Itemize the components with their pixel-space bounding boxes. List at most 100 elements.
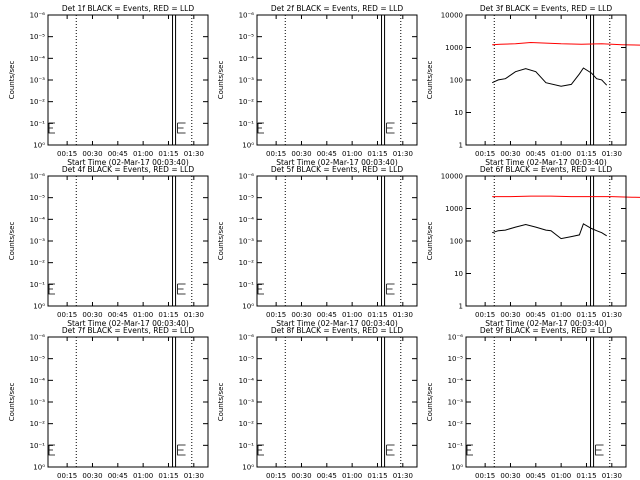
x-tick-label: 00:15 bbox=[57, 150, 77, 158]
x-tick-label: 01:15 bbox=[576, 150, 596, 158]
y-tick-label: 10⁻⁴ bbox=[239, 55, 255, 63]
x-tick-label: 01:30 bbox=[602, 472, 622, 480]
bracket-glyph bbox=[177, 444, 186, 456]
y-tick-label: 10⁻⁴ bbox=[239, 216, 255, 224]
y-tick-label: 100 bbox=[450, 238, 463, 246]
y-tick-label: 10⁻² bbox=[30, 98, 46, 106]
x-tick-label: 00:45 bbox=[317, 150, 337, 158]
x-tick-label: 01:15 bbox=[367, 150, 387, 158]
y-tick-label: 100 bbox=[450, 77, 463, 85]
bracket-glyph bbox=[257, 122, 264, 134]
y-axis-label: Counts/sec bbox=[8, 383, 16, 422]
y-tick-label: 10⁻⁶ bbox=[448, 334, 464, 342]
x-tick-label: 00:15 bbox=[266, 472, 286, 480]
y-axis-label: Counts/sec bbox=[426, 222, 434, 261]
plot-frame bbox=[465, 336, 627, 468]
x-tick-label: 00:15 bbox=[57, 311, 77, 319]
x-tick-label: 01:00 bbox=[342, 150, 362, 158]
y-tick-label: 10⁻² bbox=[239, 420, 255, 428]
x-tick-label: 01:30 bbox=[393, 150, 413, 158]
x-tick-label: 01:15 bbox=[367, 472, 387, 480]
x-tick-label: 00:30 bbox=[500, 150, 520, 158]
y-tick-label: 10⁻¹ bbox=[30, 120, 46, 128]
x-axis-label: Start Time (02-Mar-17 00:03:40) bbox=[67, 319, 189, 328]
bracket-glyph bbox=[595, 444, 604, 456]
x-tick-label: 00:30 bbox=[500, 472, 520, 480]
x-tick-label: 00:15 bbox=[475, 472, 495, 480]
y-tick-label: 10⁻⁵ bbox=[30, 355, 46, 363]
x-tick-label: 01:30 bbox=[184, 311, 204, 319]
bracket-glyph bbox=[48, 122, 55, 134]
y-tick-label: 10⁻² bbox=[448, 420, 464, 428]
x-tick-label: 01:15 bbox=[576, 311, 596, 319]
x-tick-label: 00:15 bbox=[266, 311, 286, 319]
x-tick-label: 01:15 bbox=[158, 150, 178, 158]
x-tick-label: 01:00 bbox=[551, 311, 571, 319]
x-tick-label: 01:30 bbox=[393, 311, 413, 319]
y-tick-label: 10⁻⁵ bbox=[30, 194, 46, 202]
chart-title: Det 7f BLACK = Events, RED = LLD bbox=[62, 326, 195, 335]
y-tick-label: 10 bbox=[454, 270, 463, 278]
chart-title: Det 3f BLACK = Events, RED = LLD bbox=[480, 4, 613, 13]
y-tick-label: 10000 bbox=[441, 12, 463, 20]
x-axis-label: Start Time (02-Mar-17 00:03:40) bbox=[276, 158, 398, 167]
x-tick-label: 01:00 bbox=[133, 311, 153, 319]
chart-panel: Det 8f BLACK = Events, RED = LLD Counts/s… bbox=[217, 326, 418, 480]
y-tick-label: 10⁻⁵ bbox=[448, 355, 464, 363]
y-axis-label: Counts/sec bbox=[217, 383, 225, 422]
bracket-glyph bbox=[48, 444, 55, 456]
y-tick-label: 10⁻³ bbox=[448, 399, 464, 407]
plot-frame bbox=[47, 175, 209, 307]
y-tick-label: 10⁻³ bbox=[239, 399, 255, 407]
y-tick-label: 10⁻² bbox=[239, 259, 255, 267]
y-tick-label: 10⁻⁵ bbox=[239, 355, 255, 363]
y-tick-label: 10⁰ bbox=[242, 464, 254, 472]
y-tick-label: 10⁻³ bbox=[30, 77, 46, 85]
x-tick-label: 01:30 bbox=[184, 150, 204, 158]
x-tick-label: 00:30 bbox=[82, 472, 102, 480]
x-axis-label: Start Time (02-Mar-17 00:03:40) bbox=[485, 158, 607, 167]
y-tick-label: 10⁻⁴ bbox=[239, 377, 255, 385]
y-axis-label: Counts/sec bbox=[8, 61, 16, 100]
chart-title: Det 6f BLACK = Events, RED = LLD bbox=[480, 165, 613, 174]
y-tick-label: 10⁰ bbox=[242, 303, 254, 311]
chart-title: Det 2f BLACK = Events, RED = LLD bbox=[271, 4, 404, 13]
x-tick-label: 00:45 bbox=[526, 311, 546, 319]
x-tick-label: 00:45 bbox=[526, 150, 546, 158]
lld-series-line bbox=[492, 195, 640, 198]
x-tick-label: 00:30 bbox=[500, 311, 520, 319]
x-tick-label: 01:15 bbox=[367, 311, 387, 319]
lld-series-line bbox=[492, 41, 640, 46]
y-tick-label: 10⁻² bbox=[30, 259, 46, 267]
y-tick-label: 10⁻¹ bbox=[30, 281, 46, 289]
y-tick-label: 1 bbox=[459, 303, 463, 311]
x-tick-label: 01:15 bbox=[158, 472, 178, 480]
x-tick-label: 00:30 bbox=[291, 472, 311, 480]
chart-title: Det 8f BLACK = Events, RED = LLD bbox=[271, 326, 404, 335]
bracket-glyph bbox=[386, 122, 395, 134]
y-tick-label: 10⁻² bbox=[30, 420, 46, 428]
y-axis-label: Counts/sec bbox=[426, 383, 434, 422]
x-tick-label: 00:15 bbox=[475, 311, 495, 319]
x-tick-label: 00:45 bbox=[108, 311, 128, 319]
y-tick-label: 10⁻¹ bbox=[239, 442, 255, 450]
chart-panel: Det 1f BLACK = Events, RED = LLD Counts/s… bbox=[8, 4, 209, 167]
y-tick-label: 10⁻³ bbox=[30, 238, 46, 246]
x-axis-label: Start Time (02-Mar-17 00:03:40) bbox=[67, 158, 189, 167]
x-tick-label: 00:45 bbox=[317, 472, 337, 480]
y-tick-label: 10⁻³ bbox=[239, 77, 255, 85]
chart-title: Det 4f BLACK = Events, RED = LLD bbox=[62, 165, 195, 174]
chart-panel: Det 7f BLACK = Events, RED = LLD Counts/s… bbox=[8, 326, 209, 480]
y-tick-label: 10⁻¹ bbox=[448, 442, 464, 450]
y-tick-label: 1000 bbox=[445, 205, 463, 213]
x-tick-label: 00:45 bbox=[317, 311, 337, 319]
y-axis-label: Counts/sec bbox=[426, 61, 434, 100]
y-tick-label: 10⁻⁶ bbox=[30, 12, 46, 20]
y-tick-label: 10⁻⁴ bbox=[448, 377, 464, 385]
y-tick-label: 10⁰ bbox=[33, 142, 45, 150]
chart-panel: Det 2f BLACK = Events, RED = LLD Counts/s… bbox=[217, 4, 418, 167]
plot-frame bbox=[47, 336, 209, 468]
bracket-glyph bbox=[466, 444, 473, 456]
plot-frame bbox=[256, 175, 418, 307]
y-tick-label: 10⁻³ bbox=[239, 238, 255, 246]
